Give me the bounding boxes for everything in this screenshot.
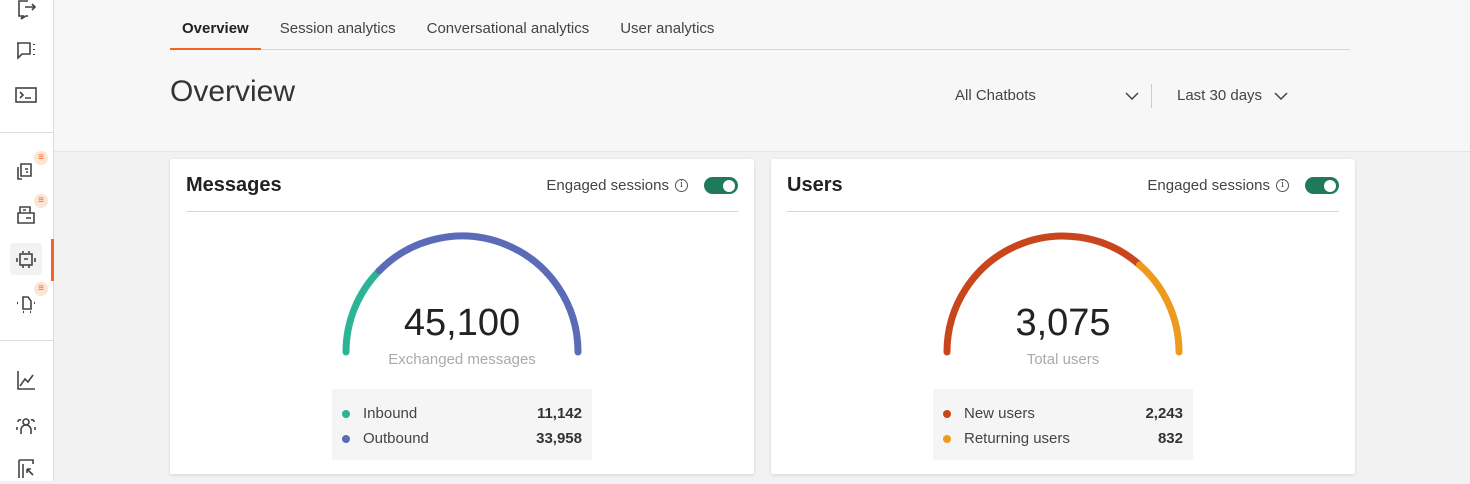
- chevron-down-icon: [1274, 91, 1288, 100]
- active-indicator: [51, 239, 54, 281]
- legend-item: Outbound 33,958: [342, 426, 582, 451]
- chevron-down-icon: [1125, 91, 1139, 100]
- analytics-icon[interactable]: [10, 364, 42, 396]
- messages-card: Messages Engaged sessions i 45,100 Excha…: [170, 159, 754, 474]
- period-dropdown[interactable]: Last 30 days: [1177, 87, 1288, 104]
- gauge-total: 3,075: [1015, 302, 1111, 344]
- gauge-segment-new-users: [943, 232, 1144, 356]
- gauge-total-label: Exchanged messages: [388, 351, 536, 368]
- tab-user-analytics[interactable]: User analytics: [620, 20, 715, 37]
- update-badge: ≡: [34, 194, 48, 208]
- terminal-icon[interactable]: [10, 79, 42, 111]
- legend-dot-icon: [342, 409, 350, 418]
- flow-icon[interactable]: ≡: [10, 282, 48, 319]
- inbox-icon[interactable]: ≡: [10, 194, 48, 231]
- engaged-sessions-toggle[interactable]: [704, 177, 738, 194]
- legend-item: New users 2,243: [943, 401, 1183, 426]
- update-badge: ≡: [34, 282, 48, 296]
- gauge-segment-returning-users: [1136, 261, 1183, 356]
- legend-dot-icon: [943, 409, 951, 418]
- gauge-segment-outbound: [375, 232, 582, 356]
- sidebar: ≡ ≡ ≡: [0, 0, 54, 481]
- gauge-chart: [342, 232, 582, 356]
- reports-icon[interactable]: [10, 452, 42, 484]
- legend-item: Inbound 11,142: [342, 401, 582, 426]
- legend-label: Returning users: [964, 430, 1070, 447]
- legend-dot-icon: [342, 434, 350, 443]
- conversations-icon[interactable]: ≡: [10, 151, 48, 188]
- gauge-total-label: Total users: [1026, 351, 1100, 368]
- chatbot-dropdown-value: All Chatbots: [955, 87, 1036, 104]
- engaged-sessions-toggle-group: Engaged sessions i: [546, 177, 738, 194]
- toggle-label: Engaged sessions: [1147, 177, 1270, 194]
- people-icon[interactable]: [10, 409, 42, 441]
- gauge-chart: [943, 232, 1183, 356]
- chatbot-dropdown[interactable]: All Chatbots: [955, 87, 1139, 104]
- export-icon[interactable]: [10, 0, 42, 25]
- page-title: Overview: [170, 75, 296, 108]
- legend-label: Outbound: [363, 430, 429, 447]
- toggle-label: Engaged sessions: [546, 177, 669, 194]
- legend: Inbound 11,142 Outbound 33,958: [332, 389, 592, 460]
- divider: [787, 211, 1339, 212]
- chatbot-icon[interactable]: [10, 243, 42, 275]
- engaged-sessions-toggle[interactable]: [1305, 177, 1339, 194]
- info-icon[interactable]: i: [1276, 179, 1289, 192]
- legend-label: New users: [964, 405, 1035, 422]
- info-icon[interactable]: i: [675, 179, 688, 192]
- legend-value: 2,243: [1145, 405, 1183, 422]
- card-title: Users: [787, 174, 843, 196]
- divider: [186, 211, 738, 212]
- tab-overview[interactable]: Overview: [170, 0, 261, 50]
- legend-value: 33,958: [536, 430, 582, 447]
- divider: [1151, 84, 1152, 108]
- tab-session-analytics[interactable]: Session analytics: [279, 20, 396, 37]
- legend-dot-icon: [943, 434, 951, 443]
- update-badge: ≡: [34, 151, 48, 165]
- card-title: Messages: [186, 174, 282, 196]
- gauge-total: 45,100: [403, 302, 521, 344]
- legend-label: Inbound: [363, 405, 418, 422]
- header: Overview Session analytics Conversationa…: [54, 0, 1470, 152]
- engaged-sessions-toggle-group: Engaged sessions i: [1147, 177, 1339, 194]
- chat-options-icon[interactable]: [10, 35, 42, 67]
- users-card: Users Engaged sessions i 3,075 Total use…: [771, 159, 1355, 474]
- gauge-segment-inbound: [342, 267, 383, 356]
- legend-item: Returning users 832: [943, 426, 1183, 451]
- legend: New users 2,243 Returning users 832: [933, 389, 1193, 460]
- period-dropdown-value: Last 30 days: [1177, 87, 1263, 104]
- tab-bar: Overview Session analytics Conversationa…: [170, 0, 1350, 50]
- legend-value: 11,142: [536, 405, 582, 422]
- tab-conversational-analytics[interactable]: Conversational analytics: [426, 20, 590, 37]
- legend-value: 832: [1157, 430, 1183, 447]
